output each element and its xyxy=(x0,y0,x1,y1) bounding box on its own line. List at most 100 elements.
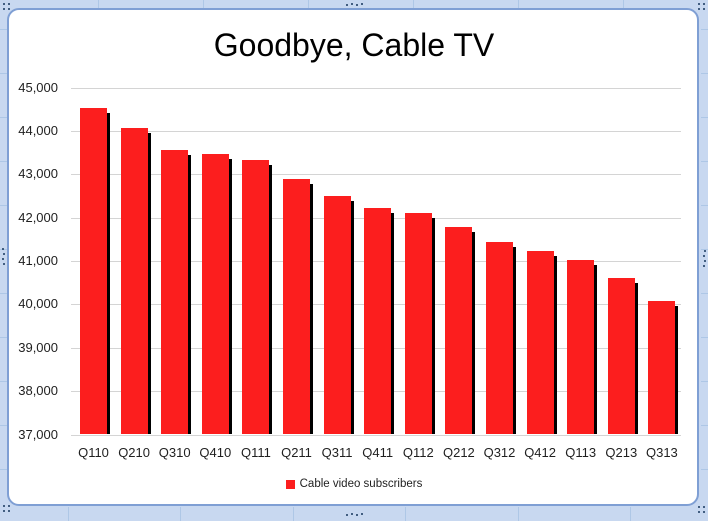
worksheet-cell-border xyxy=(701,469,708,470)
worksheet-cell-border xyxy=(98,0,99,8)
y-axis-tick-label: 38,000 xyxy=(18,383,58,399)
bar-Q113[interactable] xyxy=(567,259,595,435)
bar-shadow xyxy=(188,155,192,435)
worksheet-cell-border xyxy=(293,507,294,521)
selection-handle-top-right[interactable] xyxy=(703,3,705,5)
x-axis-tick-label: Q210 xyxy=(118,445,150,460)
bar-shadow xyxy=(634,283,638,435)
bar-shadow xyxy=(228,158,232,435)
bar-shadow xyxy=(350,200,354,435)
bar-Q112[interactable] xyxy=(404,213,432,435)
x-axis-tick-label: Q213 xyxy=(605,445,638,460)
worksheet-cell-border xyxy=(518,0,519,8)
selection-handle-top-middle[interactable] xyxy=(346,4,348,6)
x-axis-tick-label: Q111 xyxy=(240,445,271,460)
bar-Q110[interactable] xyxy=(80,107,107,435)
x-axis-tick-label: Q313 xyxy=(645,445,678,460)
worksheet-cell-border xyxy=(701,29,708,30)
chart-title[interactable]: Goodbye, Cable TV xyxy=(213,27,495,63)
worksheet-cell-border xyxy=(0,293,7,294)
selection-handle-bottom-right[interactable] xyxy=(703,511,705,513)
selection-handle-bottom-left[interactable] xyxy=(3,510,5,512)
x-axis-tick-label: Q110 xyxy=(78,445,109,460)
y-gridline xyxy=(71,130,681,132)
worksheet-cell-border xyxy=(0,161,7,162)
bar-shadow xyxy=(472,232,476,435)
bar-Q213[interactable] xyxy=(607,278,635,435)
chart-legend[interactable]: Cable video subscribers xyxy=(0,478,708,491)
x-axis-tick-label: Q312 xyxy=(483,445,516,460)
worksheet-cell-border xyxy=(0,205,7,206)
worksheet-cell-border xyxy=(630,507,631,521)
worksheet-cell-border xyxy=(701,381,708,382)
worksheet-cell-border xyxy=(701,161,708,162)
worksheet-cell-border xyxy=(0,469,7,470)
selection-handle-bottom-middle[interactable] xyxy=(346,514,348,516)
bar-Q410[interactable] xyxy=(201,153,229,435)
bar-shadow xyxy=(431,218,435,435)
y-axis-tick-label: 45,000 xyxy=(18,79,58,95)
worksheet-cell-border xyxy=(701,73,708,74)
bar-shadow xyxy=(147,133,151,435)
bar-Q210[interactable] xyxy=(120,128,148,435)
worksheet-cell-border xyxy=(701,205,708,206)
selection-handle-right-middle[interactable] xyxy=(704,250,706,252)
x-axis-tick-label: Q411 xyxy=(362,445,394,460)
bar-Q211[interactable] xyxy=(283,179,310,435)
bar-shadow xyxy=(269,164,273,435)
legend-marker-swatch xyxy=(285,480,295,489)
worksheet-cell-border xyxy=(0,337,7,338)
y-axis-tick-label: 42,000 xyxy=(18,209,58,225)
worksheet-cell-border xyxy=(405,507,406,521)
selection-handle-left-middle[interactable] xyxy=(2,248,4,250)
worksheet-cell-border xyxy=(413,0,414,8)
bar-Q312[interactable] xyxy=(486,242,513,435)
worksheet-cell-border xyxy=(623,0,624,8)
selection-handle-top-left[interactable] xyxy=(3,3,5,5)
bar-shadow xyxy=(553,256,557,435)
worksheet-cell-border xyxy=(0,425,7,426)
bar-shadow xyxy=(310,184,313,435)
bar-shadow xyxy=(107,112,110,435)
worksheet-cell-border xyxy=(308,0,309,8)
worksheet-cell-border xyxy=(0,73,7,74)
worksheet-cell-border xyxy=(701,117,708,118)
worksheet-cell-border xyxy=(0,29,7,30)
y-gridline xyxy=(71,434,681,436)
x-axis-tick-label: Q212 xyxy=(442,445,475,460)
y-axis-tick-label: 41,000 xyxy=(18,253,58,268)
bar-Q111[interactable] xyxy=(242,159,270,435)
worksheet-cell-border xyxy=(701,337,708,338)
bar-shadow xyxy=(391,213,395,435)
y-gridline xyxy=(71,87,681,89)
worksheet-cell-border xyxy=(203,0,204,8)
x-axis-tick-label: Q113 xyxy=(565,445,597,460)
y-gridline xyxy=(71,174,681,176)
bar-shadow xyxy=(675,305,679,435)
worksheet-cell-border xyxy=(701,425,708,426)
bar-Q411[interactable] xyxy=(364,208,392,435)
bar-Q412[interactable] xyxy=(526,251,554,435)
bar-Q313[interactable] xyxy=(648,300,676,435)
bar-Q212[interactable] xyxy=(445,227,473,435)
worksheet-cell-border xyxy=(68,507,69,521)
y-axis-tick-label: 40,000 xyxy=(18,296,58,312)
y-axis-tick-label: 43,000 xyxy=(18,166,58,182)
bar-Q310[interactable] xyxy=(161,150,189,435)
y-axis-tick-label: 39,000 xyxy=(18,339,58,355)
x-axis-tick-label: Q310 xyxy=(158,445,191,460)
bar-Q311[interactable] xyxy=(323,195,351,435)
bar-shadow xyxy=(513,247,516,435)
worksheet-cell-border xyxy=(0,117,7,118)
y-axis-tick-label: 44,000 xyxy=(18,122,58,138)
worksheet-cell-border xyxy=(180,507,181,521)
legend-series-label: Cable video subscribers xyxy=(299,478,423,490)
worksheet-cell-border xyxy=(0,381,7,382)
worksheet-cell-border xyxy=(701,249,708,250)
x-axis-tick-label: Q311 xyxy=(321,445,353,460)
y-axis-tick-label: 37,000 xyxy=(18,426,58,442)
x-axis-tick-label: Q211 xyxy=(281,445,312,460)
worksheet-cell-border xyxy=(701,293,708,294)
x-axis-tick-label: Q112 xyxy=(402,445,434,460)
